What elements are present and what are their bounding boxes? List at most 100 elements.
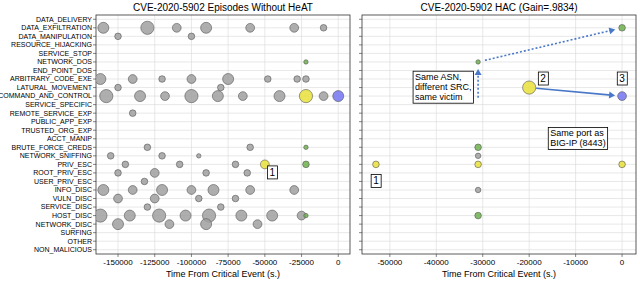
grid-line [362,79,636,80]
plot-background [96,15,350,254]
tick-mark [93,189,96,190]
y-tick-label: ROOT_PRIV_ESC [33,169,92,177]
x-tick-label: -10000 [563,258,588,267]
y-tick-label: SERVICE_SPECIFIC [25,101,92,109]
bubble [294,76,301,83]
tick-mark [338,254,339,257]
tick-mark [93,19,96,20]
bubble [176,161,183,168]
annotation-line: Same port as [550,128,604,138]
bubble [128,186,137,195]
annotation-text: 1 [269,167,275,178]
annotation-frame [617,72,627,85]
arrow-head [609,27,616,34]
marks [373,25,627,219]
tick-mark [359,232,362,233]
tick-mark [359,44,362,45]
tick-mark [93,215,96,216]
bubble [373,161,380,168]
tick-mark [359,147,362,148]
tick-mark [228,254,229,257]
grid-line [362,224,636,225]
grid-line [338,15,339,254]
y-tick-label: NON_MALICIOUS [34,246,92,254]
y-tick-label: SERVICE_DISC [41,203,92,211]
y-tick-label: INFO_DISC [55,186,92,194]
y-tick-label: NETWORK_SNIFFING [20,152,92,160]
annotation-frame [267,166,277,179]
grid-line [482,15,483,254]
grid-line [362,164,636,165]
grid-line [96,241,350,242]
grid-line [362,198,636,199]
y-tick-label: VULN_DISC [53,195,92,203]
annotations: 123Same ASN,different SRC,same victimSam… [371,27,627,187]
x-tick-label: -125000 [140,258,170,267]
x-tick-label: -30000 [470,258,495,267]
y-tick-label: SERVICE_STOP [39,50,93,58]
annotation-frame [548,127,607,149]
bubble [141,21,154,34]
annotation-box: 1 [371,174,381,187]
grid-line [529,15,530,254]
grid-line [436,15,437,254]
grid-line [362,61,636,62]
bubble [212,91,223,102]
grid-line [362,70,636,71]
bubble [150,194,159,203]
bubble [180,210,191,221]
grid-line [96,104,350,105]
annotation-line: 1 [269,167,275,178]
tick-mark [359,53,362,54]
chart-root: CVE-2020-5902 Episodes Without HeATDATA_… [0,0,640,281]
bubble [96,74,106,85]
annotation-box: Same ASN,different SRC,same victim [413,71,473,103]
bubble [115,170,122,177]
y-tick-label: PUBLIC_APP_EXP [31,118,92,126]
annotation-line: same victim [415,92,463,102]
annotation-box: Same port asBIG-IP (8443) [548,127,607,149]
bubble [619,161,626,168]
bubble [197,154,201,158]
bubble [475,161,482,168]
x-tick-label: -20000 [517,258,542,267]
tick-mark [154,254,155,257]
y-tick-label: LATURAL_MOVEMENT [17,84,93,92]
bubble [201,22,212,33]
bubble [238,92,247,101]
grid-line [362,232,636,233]
y-tick-label: RESOURCE_HIJACKING [11,41,92,49]
x-tick-label: -50000 [252,258,277,267]
tick-mark [93,87,96,88]
bubble [236,210,247,221]
y-tick-label: NETWORK_DOS [37,58,92,66]
tick-mark [93,147,96,148]
tick-mark [529,254,530,257]
annotation-frame [538,72,548,85]
tick-mark [359,164,362,165]
grid-line [362,44,636,45]
bubble [619,25,626,32]
bubble [98,22,109,33]
annotation-frame [371,174,381,187]
tick-mark [93,79,96,80]
bubble [299,89,312,102]
bubble [150,169,159,178]
x-tick-label: -50000 [377,258,402,267]
tick-mark [622,254,623,257]
tick-mark [359,172,362,173]
arrow [536,88,611,95]
bubble [223,74,234,85]
grid-line [362,87,636,88]
arrow-head [475,69,482,75]
grid-line [96,121,350,122]
grid-line [362,207,636,208]
bubble [161,92,170,101]
tick-mark [93,198,96,199]
bubble [114,194,123,203]
tick-mark [93,70,96,71]
tick-mark [93,181,96,182]
bubble [303,161,310,168]
grid-line [96,224,350,225]
bubble [290,23,299,32]
